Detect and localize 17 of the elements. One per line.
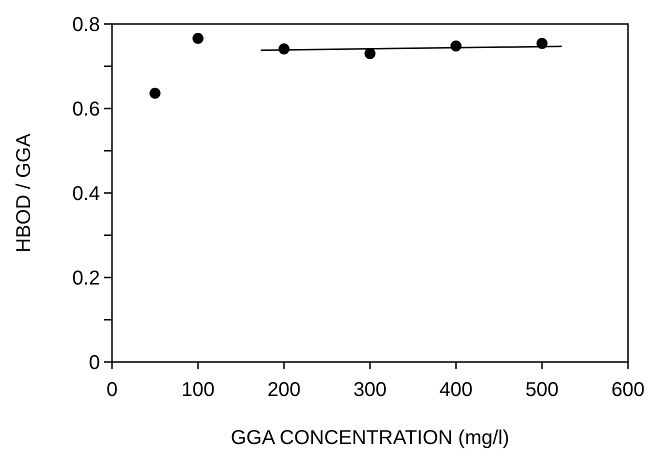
y-axis-title: HBOD / GGA [13, 132, 35, 252]
point [192, 32, 204, 44]
point [150, 88, 160, 99]
x-tick-label: 100 [181, 379, 215, 401]
y-tick-label: 0.8 [72, 14, 100, 36]
y-tick-label: 0.4 [72, 183, 100, 205]
x-tick-label: 300 [353, 379, 387, 401]
x-tick-label: 400 [439, 379, 473, 401]
x-tick-label: 200 [267, 379, 301, 401]
y-tick-label: 0.2 [72, 268, 100, 290]
y-tick-label: 0 [88, 352, 100, 374]
point [364, 48, 376, 60]
y-tick-label: 0.6 [72, 98, 100, 120]
x-tick-label: 500 [525, 379, 559, 401]
x-tick-label: 0 [106, 379, 118, 401]
x-axis-title: GGA CONCENTRATION (mg/l) [230, 427, 510, 449]
x-tick-label: 600 [611, 379, 645, 401]
